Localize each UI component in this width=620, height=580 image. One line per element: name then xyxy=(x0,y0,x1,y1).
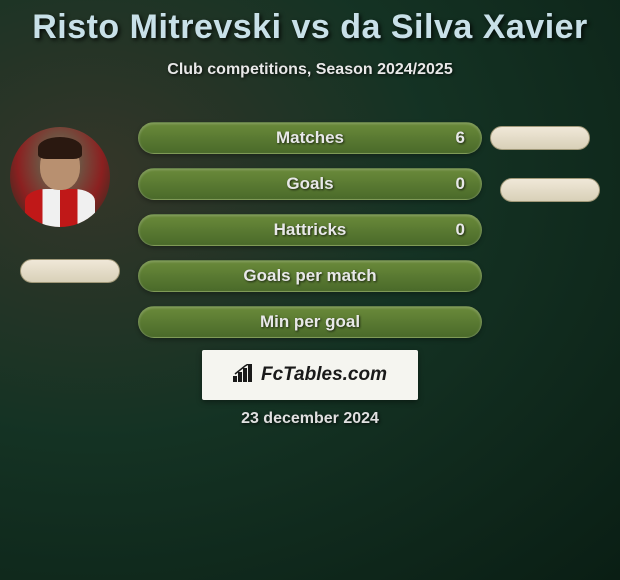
footer-date: 23 december 2024 xyxy=(0,410,620,428)
comparison-infographic: Risto Mitrevski vs da Silva Xavier Club … xyxy=(0,0,620,580)
avatar-hair xyxy=(38,137,82,159)
brand-logo: FcTables.com xyxy=(202,350,418,400)
bar-chart-icon xyxy=(233,364,255,387)
stat-bar-matches: Matches 6 xyxy=(138,122,482,154)
stat-label: Hattricks xyxy=(139,220,481,240)
brand-text: FcTables.com xyxy=(261,364,387,386)
stat-value: 0 xyxy=(456,174,465,194)
page-subtitle: Club competitions, Season 2024/2025 xyxy=(0,61,620,79)
avatar-shirt xyxy=(25,189,95,227)
stat-value: 6 xyxy=(456,128,465,148)
player2-badge-pill-1 xyxy=(490,126,590,150)
stat-label: Matches xyxy=(139,128,481,148)
stat-label: Min per goal xyxy=(139,312,481,332)
player2-badge-pill-2 xyxy=(500,178,600,202)
stat-bar-min-per-goal: Min per goal xyxy=(138,306,482,338)
stat-bar-goals: Goals 0 xyxy=(138,168,482,200)
stat-label: Goals per match xyxy=(139,266,481,286)
page-title: Risto Mitrevski vs da Silva Xavier xyxy=(0,0,620,47)
stat-bar-hattricks: Hattricks 0 xyxy=(138,214,482,246)
stats-bars: Matches 6 Goals 0 Hattricks 0 Goals per … xyxy=(138,122,482,352)
stat-label: Goals xyxy=(139,174,481,194)
player1-avatar xyxy=(10,127,110,227)
stat-value: 0 xyxy=(456,220,465,240)
player1-badge-pill xyxy=(20,259,120,283)
stat-bar-goals-per-match: Goals per match xyxy=(138,260,482,292)
